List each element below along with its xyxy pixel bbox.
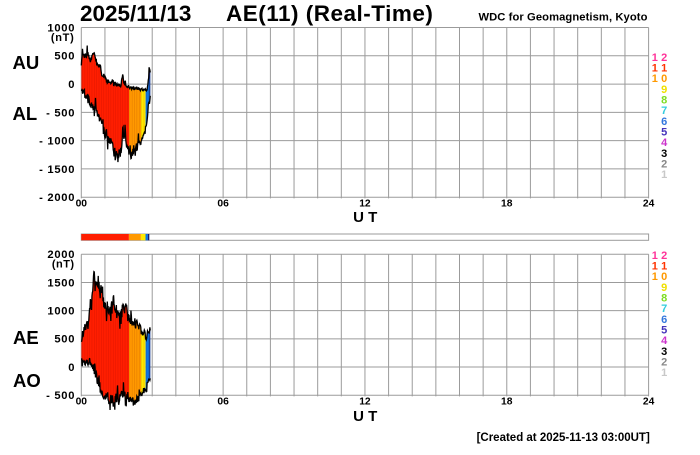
svg-text:6: 6 <box>661 314 667 326</box>
svg-text:1500: 1500 <box>47 277 75 289</box>
svg-text:U T: U T <box>353 408 377 425</box>
svg-text:18: 18 <box>501 397 513 408</box>
svg-text:1000: 1000 <box>47 22 75 34</box>
svg-text:1: 1 <box>661 169 667 181</box>
svg-text:9: 9 <box>661 84 667 96</box>
svg-text:1: 1 <box>661 367 667 379</box>
svg-text:2: 2 <box>661 159 667 171</box>
svg-text:06: 06 <box>217 397 229 408</box>
svg-text:2025/11/13: 2025/11/13 <box>80 1 191 26</box>
svg-text:- 500: - 500 <box>46 107 75 119</box>
svg-text:3: 3 <box>661 346 667 358</box>
svg-text:- 1000: - 1000 <box>39 136 75 148</box>
svg-text:500: 500 <box>54 334 75 346</box>
svg-text:00: 00 <box>76 199 88 210</box>
svg-text:5: 5 <box>661 325 667 337</box>
svg-text:8: 8 <box>661 95 667 107</box>
svg-text:2000: 2000 <box>47 249 75 261</box>
svg-text:0: 0 <box>68 79 75 91</box>
svg-text:18: 18 <box>501 199 513 210</box>
svg-text:500: 500 <box>54 51 75 63</box>
svg-text:00: 00 <box>76 397 88 408</box>
svg-text:2: 2 <box>661 357 667 369</box>
svg-text:AO: AO <box>13 370 41 391</box>
svg-text:8: 8 <box>661 293 667 305</box>
svg-text:9: 9 <box>661 282 667 294</box>
svg-text:6: 6 <box>661 116 667 128</box>
svg-text:[Created at 2025-11-13 03:00UT: [Created at 2025-11-13 03:00UT] <box>477 432 650 444</box>
svg-text:0: 0 <box>68 362 75 374</box>
svg-text:12: 12 <box>359 199 371 210</box>
svg-text:- 500: - 500 <box>46 390 75 402</box>
svg-text:WDC for Geomagnetism, Kyoto: WDC for Geomagnetism, Kyoto <box>478 12 647 24</box>
svg-text:U T: U T <box>353 209 377 226</box>
svg-text:4: 4 <box>661 137 668 149</box>
svg-text:06: 06 <box>217 199 229 210</box>
svg-text:12: 12 <box>359 397 371 408</box>
svg-text:24: 24 <box>643 397 655 408</box>
svg-text:1000: 1000 <box>47 306 75 318</box>
svg-text:4: 4 <box>661 335 668 347</box>
svg-text:(nT): (nT) <box>51 32 75 44</box>
svg-text:3: 3 <box>661 148 667 160</box>
svg-text:- 2000: - 2000 <box>39 192 75 204</box>
svg-text:AE(11) (Real-Time): AE(11) (Real-Time) <box>226 1 433 26</box>
svg-text:7: 7 <box>661 303 667 315</box>
svg-text:AE: AE <box>13 327 39 348</box>
svg-text:AU: AU <box>13 52 40 73</box>
svg-text:5: 5 <box>661 127 667 139</box>
svg-text:- 1500: - 1500 <box>39 164 75 176</box>
svg-text:AL: AL <box>13 103 38 124</box>
svg-text:7: 7 <box>661 105 667 117</box>
svg-text:24: 24 <box>643 199 655 210</box>
svg-text:(nT): (nT) <box>52 259 75 271</box>
